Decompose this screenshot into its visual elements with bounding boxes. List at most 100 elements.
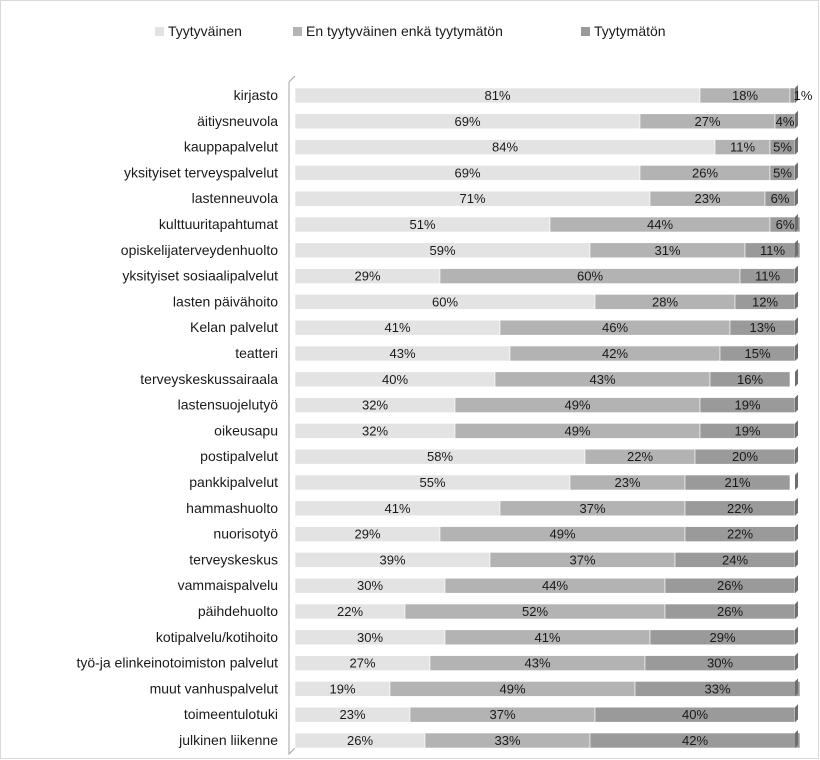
data-label: 26% <box>717 604 743 619</box>
data-label: 30% <box>357 630 383 645</box>
data-label: 11% <box>755 269 780 284</box>
data-label: 37% <box>579 501 605 516</box>
category-label: päihdehuolto <box>198 603 278 619</box>
bar-end-cap <box>795 317 798 336</box>
legend-entry: En tyytyväinen enkä tyytymätön <box>306 23 503 39</box>
data-label: 51% <box>409 217 435 232</box>
bar-segment <box>744 242 801 259</box>
category-label: Kelan palvelut <box>190 319 278 335</box>
data-label: 19% <box>734 423 760 438</box>
bar-end-cap <box>795 472 798 490</box>
data-label: 37% <box>489 707 515 722</box>
category-label: oikeusapu <box>214 422 278 438</box>
data-label: 69% <box>454 165 480 180</box>
data-label: 52% <box>522 604 548 619</box>
bar-end-cap <box>795 239 798 258</box>
bar-end-cap <box>795 652 798 671</box>
bar-end-cap <box>795 420 798 439</box>
data-label: 37% <box>569 552 595 567</box>
category-label: kauppapalvelut <box>184 139 278 155</box>
data-label: 30% <box>357 578 383 593</box>
bar-end-cap <box>795 343 798 361</box>
bar-end-cap <box>795 214 798 232</box>
bar-end-cap <box>795 162 798 181</box>
data-label: 13% <box>749 320 775 335</box>
bar-segment <box>769 216 801 233</box>
data-label: 43% <box>524 656 550 671</box>
data-label: 20% <box>732 449 758 464</box>
legend-swatch <box>293 27 302 36</box>
data-label: 4% <box>776 114 795 129</box>
category-label: yksityiset sosiaalipalvelut <box>122 268 278 284</box>
bar-end-cap <box>795 523 798 542</box>
data-label: 58% <box>427 449 453 464</box>
data-label: 31% <box>654 243 680 258</box>
legend: Tyytyväinen En tyytyväinen enkä tyytymätö… <box>155 23 666 39</box>
data-label: 22% <box>727 501 753 516</box>
data-label: 49% <box>499 681 525 696</box>
data-label: 49% <box>549 527 575 542</box>
category-label: kirjasto <box>234 87 279 103</box>
data-label: 23% <box>694 191 720 206</box>
value-labels: 81% 18% 1% 69% 27% 4% 84% 11% 5% 69% 26% 5% 71% 23% 6%… <box>329 88 812 748</box>
bar-end-cap <box>795 368 798 387</box>
bar-end-cap <box>795 575 798 594</box>
bar-end-cap <box>795 291 798 310</box>
data-label: 55% <box>419 475 445 490</box>
bar-end-cap <box>795 85 798 103</box>
data-label: 16% <box>737 372 763 387</box>
data-label: 30% <box>707 656 733 671</box>
category-label: lastenneuvola <box>192 190 279 206</box>
data-label: 23% <box>614 475 640 490</box>
data-label: 19% <box>734 398 760 413</box>
data-label: 12% <box>752 294 778 309</box>
data-label: 44% <box>542 578 568 593</box>
bar-end-cap <box>795 549 798 568</box>
data-label: 41% <box>384 320 410 335</box>
data-label: 6% <box>771 191 790 206</box>
data-label: 69% <box>454 114 480 129</box>
category-label: lastensuojelutyö <box>178 397 279 413</box>
category-label: työ-ja elinkeinotoimiston palvelut <box>76 655 278 671</box>
data-label: 26% <box>692 165 718 180</box>
bar-end-cap <box>795 601 798 619</box>
category-label: terveyskeskus <box>189 551 278 567</box>
data-label: 49% <box>564 398 590 413</box>
category-label: äitiysneuvola <box>197 113 278 129</box>
data-label: 5% <box>773 140 792 155</box>
data-label: 42% <box>602 346 628 361</box>
category-labels: kirjasto äitiysneuvola kauppapalvelut yksit… <box>76 87 278 748</box>
data-label: 26% <box>347 733 373 748</box>
bar-end-cap <box>795 730 798 748</box>
data-label: 19% <box>329 681 355 696</box>
category-label: hammashuolto <box>186 500 278 516</box>
legend-entry: Tyytymätön <box>594 23 666 39</box>
bar-end-cap <box>795 136 798 155</box>
data-label: 22% <box>627 449 653 464</box>
category-label: vammaispalvelu <box>178 577 278 593</box>
bar-end-cap <box>795 626 798 645</box>
bar-segment <box>589 732 801 749</box>
legend-swatch <box>581 27 590 36</box>
legend-swatch <box>155 27 164 36</box>
data-label: 60% <box>577 269 603 284</box>
data-label: 15% <box>744 346 770 361</box>
data-label: 39% <box>379 552 405 567</box>
bar-end-cap <box>795 446 798 465</box>
bars <box>294 85 801 749</box>
category-axis <box>288 75 296 756</box>
data-label: 24% <box>722 552 748 567</box>
data-label: 28% <box>652 294 678 309</box>
bar-segment <box>634 681 801 697</box>
bar-segment <box>709 371 791 388</box>
data-label: 18% <box>732 88 758 103</box>
data-label: 5% <box>773 165 792 180</box>
data-label: 49% <box>564 423 590 438</box>
data-label: 22% <box>727 527 753 542</box>
category-label: terveyskeskussairaala <box>140 371 278 387</box>
data-label: 41% <box>384 501 410 516</box>
bar-end-cap <box>795 188 798 207</box>
data-label: 41% <box>534 630 560 645</box>
category-label: teatteri <box>235 345 278 361</box>
